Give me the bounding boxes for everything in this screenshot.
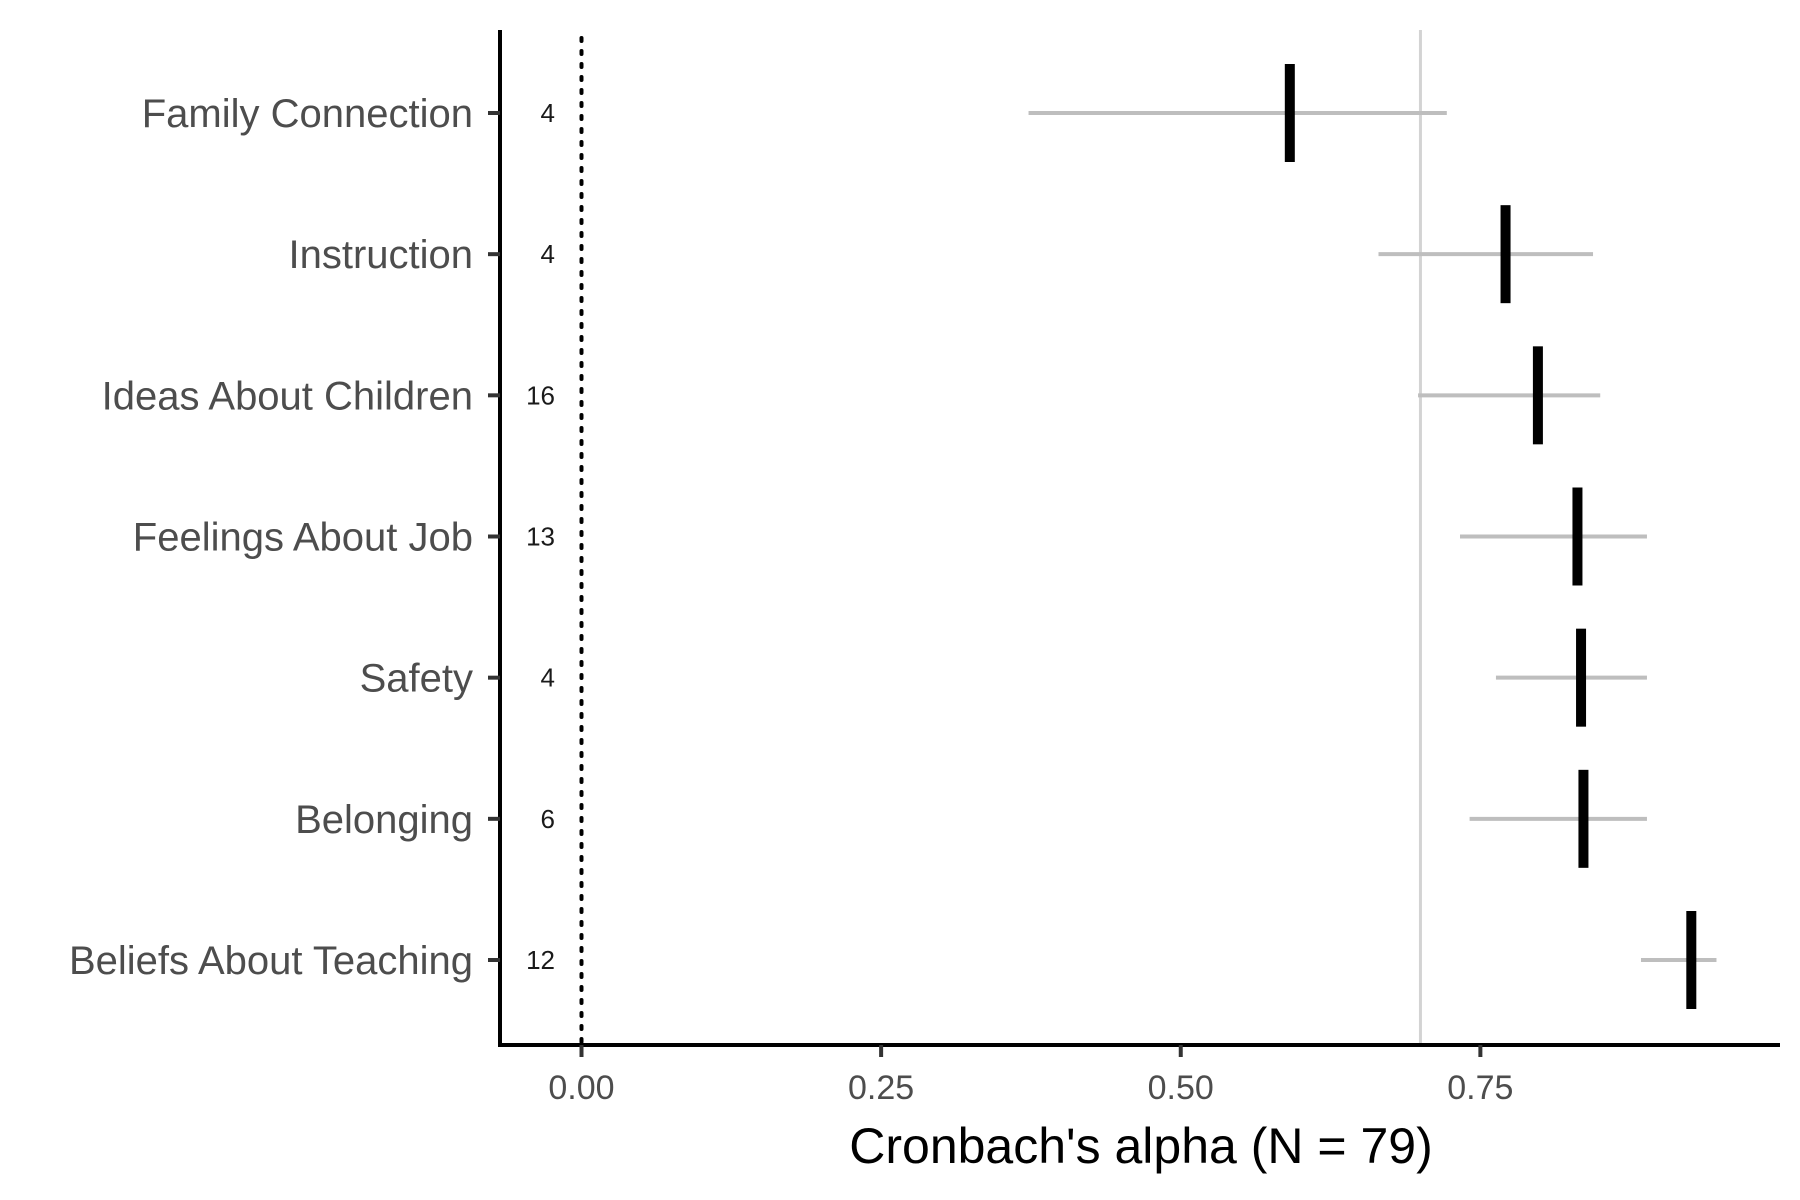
- y-tick-label: Family Connection: [142, 92, 473, 136]
- x-axis-ticks: [579, 1045, 1483, 1057]
- point-estimate: [1500, 205, 1511, 304]
- x-tick-label: 0.25: [848, 1069, 914, 1107]
- y-tick-label: Belonging: [295, 798, 473, 842]
- point-estimate: [1572, 487, 1583, 586]
- item-count-label: 6: [541, 804, 555, 834]
- x-axis-tick-labels: 0.00 0.25 0.50 0.75: [548, 1069, 1513, 1107]
- x-axis: 0.00 0.25 0.50 0.75: [498, 1043, 1780, 1107]
- x-tick-label: 0.00: [548, 1069, 614, 1107]
- x-tick-label: 0.75: [1447, 1069, 1513, 1107]
- y-tick-label: Ideas About Children: [102, 374, 473, 418]
- y-tick-label: Feelings About Job: [133, 516, 473, 560]
- point-estimate: [1578, 769, 1589, 868]
- confidence-intervals: [1028, 111, 1717, 962]
- point-estimate: [1284, 64, 1295, 162]
- y-tick-label: Beliefs About Teaching: [69, 939, 473, 983]
- item-count-label: 4: [541, 663, 555, 693]
- point-estimate: [1576, 628, 1587, 727]
- y-tick-label: Safety: [360, 657, 473, 701]
- item-count-label: 4: [541, 239, 555, 269]
- y-axis: Family Connection Instruction Ideas About …: [69, 30, 502, 1047]
- y-axis-labels: Family Connection Instruction Ideas About …: [69, 92, 473, 983]
- y-tick-label: Instruction: [288, 233, 473, 277]
- item-count-label: 12: [526, 945, 555, 975]
- item-count-label: 13: [526, 522, 555, 552]
- x-axis-title: Cronbach's alpha (N = 79): [849, 1118, 1432, 1174]
- point-estimates: [1284, 64, 1697, 1009]
- item-count-labels: 4 4 16 13 4 6 12: [526, 98, 555, 975]
- item-count-label: 16: [526, 380, 555, 410]
- x-tick-label: 0.50: [1148, 1069, 1214, 1107]
- item-count-label: 4: [541, 98, 555, 128]
- point-estimate: [1532, 346, 1543, 445]
- y-axis-ticks: [488, 111, 500, 962]
- point-estimate: [1686, 911, 1697, 1009]
- plot-panel: 4 4 16 13 4 6 12: [526, 30, 1717, 1047]
